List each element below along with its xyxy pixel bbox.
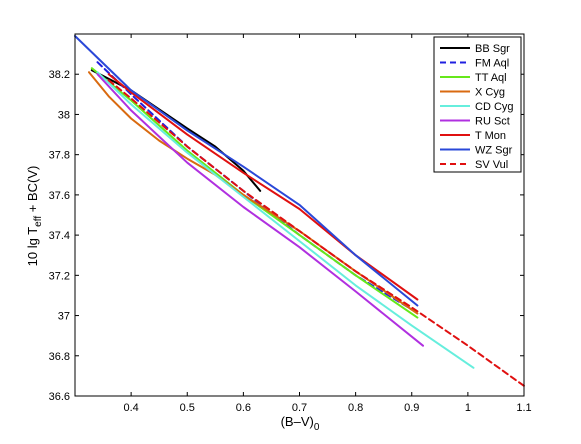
y-tick-label: 38	[58, 109, 70, 121]
legend-label-cd-cyg: CD Cyg	[475, 101, 514, 113]
y-tick-label: 37.4	[49, 230, 70, 242]
ticks-layer: 0.4 0.5 0.6 0.7 0.8 0.9 1 1.1 36.6 36.8 37 37.2 37.4…	[49, 34, 532, 414]
x-tick-label: 0.5	[180, 402, 195, 414]
x-tick-label: 0.9	[404, 402, 419, 414]
series-line-cd-cyg	[96, 71, 475, 369]
legend: BB Sgr FM Aql TT Aql X Cyg CD Cyg RU Sct T Mon…	[433, 36, 522, 173]
y-tick-label: 37.6	[49, 190, 70, 202]
y-tick-label: 37	[58, 311, 70, 323]
x-tick-label: 0.8	[348, 402, 363, 414]
y-tick-label: 36.8	[49, 351, 70, 363]
series-line-ru-sct	[96, 73, 424, 347]
x-axis-label-main: (B–V)	[281, 414, 314, 429]
x-axis-label: (B–V)0	[281, 414, 320, 433]
legend-label-x-cyg: X Cyg	[475, 87, 505, 99]
legend-label-t-mon: T Mon	[475, 130, 506, 142]
plot-frame	[74, 33, 525, 397]
legend-label-wz-sgr: WZ Sgr	[475, 145, 513, 157]
series-line-x-cyg	[88, 71, 419, 315]
y-axis-label-subscript: eff	[33, 216, 44, 227]
y-tick-label: 38.2	[49, 69, 70, 81]
x-axis-label-subscript: 0	[314, 422, 320, 433]
series-line-wz-sgr	[74, 35, 419, 307]
x-tick-label: 0.4	[123, 402, 138, 414]
legend-label-bb-sgr: BB Sgr	[475, 43, 510, 55]
legend-label-fm-aql: FM Aql	[475, 58, 509, 70]
y-axis-label-rest: + BC(V)	[25, 166, 40, 216]
y-axis-label: 10 lg Teff + BC(V)	[25, 166, 44, 267]
x-tick-label: 0.7	[292, 402, 307, 414]
x-tick-label: 0.6	[236, 402, 251, 414]
legend-label-ru-sct: RU Sct	[475, 116, 510, 128]
series-layer	[74, 35, 525, 387]
y-axis-label-main: 10 lg T	[25, 227, 40, 267]
series-line-sv-vul	[107, 79, 525, 387]
y-tick-label: 36.6	[49, 391, 70, 403]
y-tick-label: 37.8	[49, 150, 70, 162]
x-tick-label: 1.1	[516, 402, 531, 414]
x-tick-label: 1	[465, 402, 471, 414]
legend-label-tt-aql: TT Aql	[475, 72, 507, 84]
legend-label-sv-vul: SV Vul	[475, 159, 508, 171]
y-tick-label: 37.2	[49, 270, 70, 282]
